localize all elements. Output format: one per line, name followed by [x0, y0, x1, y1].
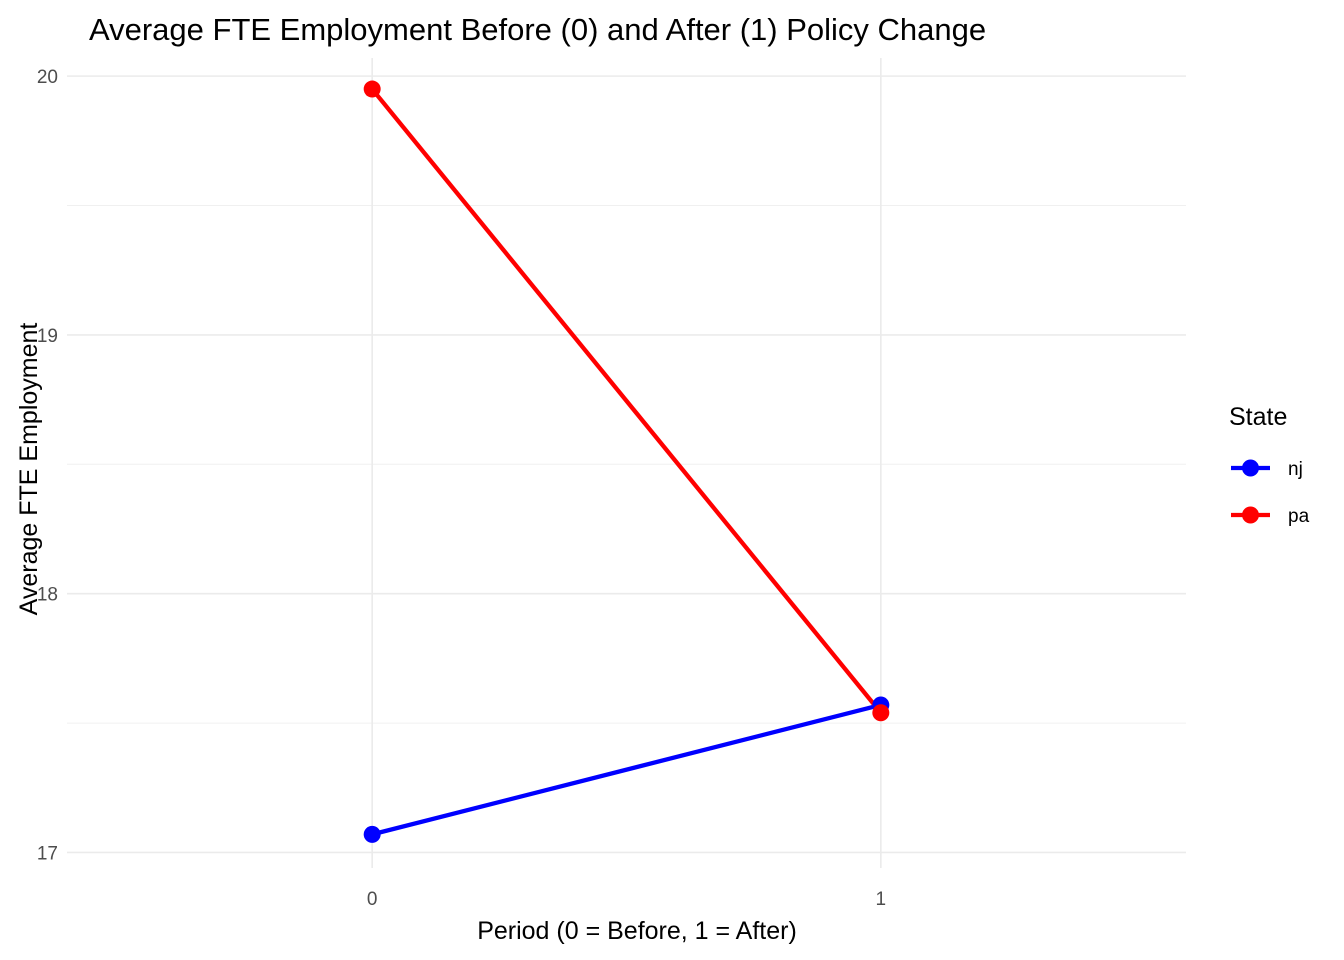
y-tick-label: 20 — [37, 67, 58, 88]
x-tick-label: 1 — [876, 889, 887, 910]
legend: State nj pa — [1229, 403, 1310, 527]
legend-label-pa: pa — [1288, 506, 1310, 527]
legend-items: nj pa — [1231, 459, 1310, 527]
data-point-pa — [872, 704, 890, 722]
chart-title: Average FTE Employment Before (0) and Af… — [89, 12, 986, 47]
x-tick-label: 0 — [367, 889, 378, 910]
legend-point-nj — [1242, 459, 1259, 477]
y-tick-label: 17 — [37, 843, 58, 864]
legend-title: State — [1229, 403, 1287, 431]
data-point-pa — [363, 80, 381, 98]
series-line-nj — [371, 702, 882, 837]
major-gridlines — [67, 58, 1186, 868]
x-axis-title: Period (0 = Before, 1 = After) — [477, 917, 797, 945]
legend-point-pa — [1242, 506, 1259, 524]
y-axis-title: Average FTE Employment — [15, 323, 43, 616]
y-tick-label: 18 — [37, 585, 58, 606]
data-point-nj — [363, 825, 381, 843]
legend-label-nj: nj — [1288, 459, 1303, 480]
series-layer — [363, 80, 890, 843]
minor-gridlines — [67, 205, 1186, 724]
y-tick-label: 19 — [37, 326, 58, 347]
y-axis-tick-labels: 17 18 19 20 — [37, 67, 58, 864]
series-line-pa — [370, 87, 883, 715]
